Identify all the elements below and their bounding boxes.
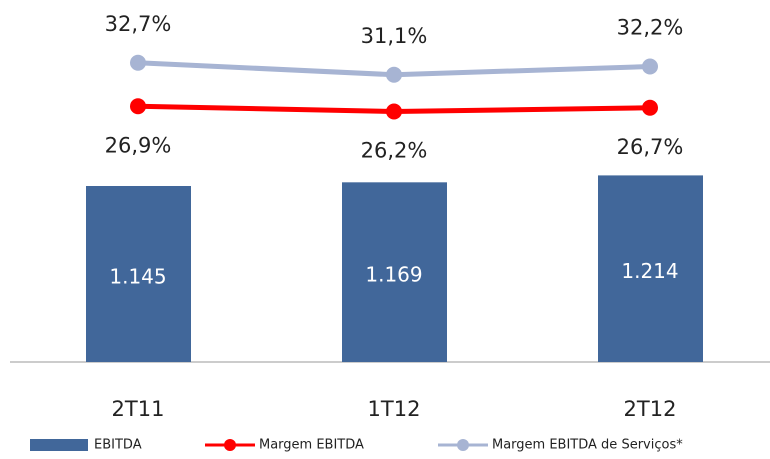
marker: [130, 98, 146, 115]
bar-label: 1.169: [365, 263, 422, 287]
marker: [386, 103, 402, 120]
bar: [86, 186, 191, 362]
x-tick-label: 2T12: [624, 397, 677, 421]
marker: [642, 99, 658, 116]
legend-swatch: [30, 439, 88, 451]
marker: [130, 54, 146, 71]
bar-label: 1.145: [109, 265, 166, 289]
legend-marker: [457, 439, 469, 451]
x-tick-label: 1T12: [368, 397, 421, 421]
bar-label: 1.214: [621, 259, 678, 283]
data-label: 32,2%: [617, 16, 684, 40]
data-label: 26,7%: [617, 135, 684, 159]
data-label: 26,2%: [361, 139, 428, 163]
legend-label: Margem EBITDA: [259, 438, 364, 453]
legend-label: Margem EBITDA de Serviços*: [492, 438, 683, 453]
marker: [386, 66, 402, 83]
legend-label: EBITDA: [94, 438, 142, 453]
bar: [598, 175, 703, 362]
x-tick-label: 2T11: [112, 397, 165, 421]
legend-marker: [224, 439, 236, 451]
data-label: 32,7%: [105, 12, 172, 36]
marker: [642, 58, 658, 75]
data-label: 31,1%: [361, 24, 428, 48]
data-label: 26,9%: [105, 133, 172, 157]
bar: [342, 182, 447, 362]
